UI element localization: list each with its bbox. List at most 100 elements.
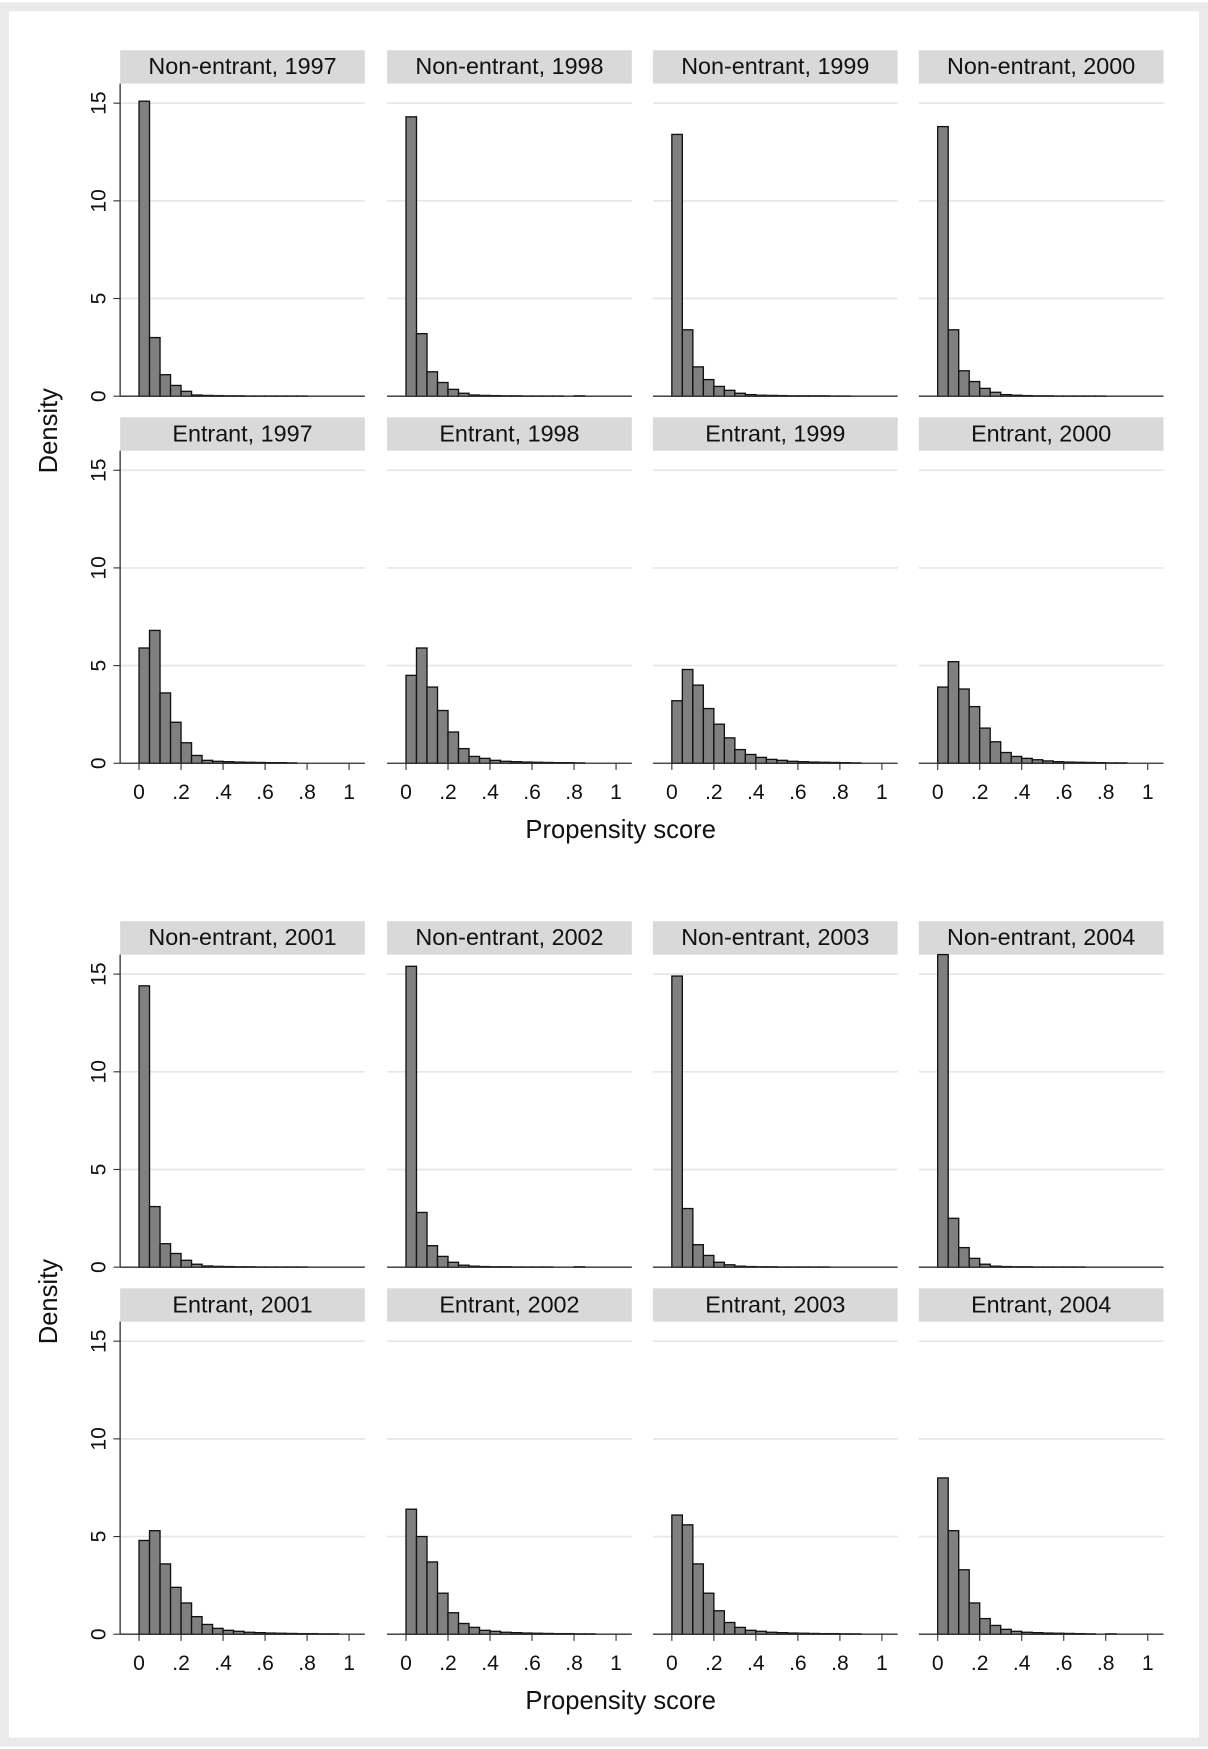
- x-tick-label: 0: [133, 781, 145, 804]
- bar: [723, 1621, 736, 1635]
- x-tick-label: 1: [343, 781, 355, 804]
- panel-title: Non-entrant, 2003: [681, 924, 869, 950]
- bar: [713, 1261, 726, 1268]
- bar: [190, 754, 203, 764]
- y-tick-label: 0: [88, 390, 111, 402]
- bar: [148, 336, 161, 397]
- bar: [671, 1514, 684, 1635]
- x-axis-label: Propensity score: [525, 1687, 715, 1715]
- x-tick-label: 1: [1142, 781, 1154, 804]
- bar: [415, 647, 428, 764]
- panel-title: Non-entrant, 2001: [148, 924, 336, 950]
- y-tick-label: 5: [88, 660, 111, 672]
- x-tick-label: 0: [133, 1652, 145, 1675]
- x-tick-label: 0: [666, 781, 678, 804]
- plot-region: [8, 11, 1200, 1738]
- bar: [734, 748, 747, 764]
- bar: [169, 1252, 182, 1268]
- bar: [201, 1623, 214, 1635]
- panel-title: Non-entrant, 2002: [415, 924, 603, 950]
- bar: [447, 388, 460, 397]
- bar: [436, 381, 449, 397]
- bar: [681, 668, 694, 764]
- bar: [968, 705, 981, 764]
- bar: [180, 390, 193, 397]
- bar: [415, 1535, 428, 1635]
- bar: [405, 965, 418, 1268]
- bar: [169, 384, 182, 397]
- x-tick-label: .2: [705, 1652, 723, 1675]
- bar: [958, 688, 970, 764]
- panel-strip: [120, 50, 365, 84]
- x-tick-label: .2: [971, 1652, 989, 1675]
- panel-title: Non-entrant, 1999: [681, 53, 869, 79]
- panel-strip: [918, 50, 1164, 84]
- bar: [180, 1259, 193, 1268]
- panel-strip: [120, 921, 365, 955]
- x-tick-label: .8: [1097, 1652, 1115, 1675]
- bar: [744, 753, 757, 764]
- x-tick-label: .6: [256, 1652, 274, 1675]
- bar: [692, 1244, 705, 1268]
- x-tick-label: .2: [971, 781, 989, 804]
- panel-strip: [652, 50, 898, 84]
- x-tick-label: .4: [481, 1652, 499, 1675]
- bar: [138, 100, 151, 397]
- x-tick-label: .4: [747, 1652, 765, 1675]
- panel-strip: [120, 1288, 365, 1322]
- bar: [148, 629, 161, 764]
- panel-strip: [918, 417, 1164, 451]
- bar: [702, 1254, 715, 1268]
- x-tick-label: 0: [932, 1652, 944, 1675]
- y-tick-label: 10: [88, 1427, 111, 1451]
- bar: [169, 721, 182, 764]
- x-tick-label: .6: [789, 781, 807, 804]
- x-tick-label: 0: [400, 781, 412, 804]
- x-tick-label: 0: [932, 781, 944, 804]
- y-tick-label: 10: [88, 1060, 111, 1084]
- bar: [947, 1217, 960, 1268]
- y-tick-label: 10: [88, 189, 111, 212]
- bar: [979, 387, 991, 397]
- bar: [436, 709, 449, 764]
- bar: [937, 1477, 949, 1635]
- bar: [447, 1612, 460, 1635]
- x-tick-label: .8: [1097, 781, 1115, 804]
- x-tick-label: .6: [523, 1652, 541, 1675]
- bar: [692, 366, 705, 397]
- y-tick-label: 0: [88, 1628, 111, 1640]
- x-tick-label: 0: [400, 1652, 412, 1675]
- x-tick-label: .4: [214, 1652, 232, 1675]
- panel-title: Non-entrant, 1997: [148, 53, 336, 79]
- bar: [989, 741, 1002, 764]
- bar: [692, 1563, 705, 1635]
- bar: [138, 1539, 151, 1635]
- bar: [405, 1508, 418, 1635]
- x-tick-label: .8: [831, 781, 849, 804]
- bar: [447, 1261, 460, 1268]
- bar: [681, 329, 694, 397]
- bar: [702, 1592, 715, 1635]
- y-tick-label: 15: [88, 458, 111, 482]
- bar: [947, 329, 960, 397]
- bar: [190, 1615, 203, 1635]
- x-tick-label: 1: [1142, 1652, 1154, 1675]
- bar: [468, 1626, 481, 1635]
- bar: [405, 674, 418, 764]
- x-tick-label: .6: [1055, 781, 1073, 804]
- panel-strip: [387, 417, 632, 451]
- bar: [138, 647, 151, 764]
- panel-strip: [918, 1288, 1164, 1322]
- x-tick-label: .2: [705, 781, 723, 804]
- bar: [947, 1530, 960, 1635]
- bar: [415, 333, 428, 397]
- bar: [415, 1211, 428, 1268]
- bar: [681, 1524, 694, 1635]
- bar: [426, 371, 439, 397]
- x-tick-label: .8: [565, 781, 583, 804]
- bar: [671, 975, 684, 1268]
- x-tick-label: .4: [747, 781, 765, 804]
- bar: [426, 1561, 439, 1635]
- bar: [702, 378, 715, 397]
